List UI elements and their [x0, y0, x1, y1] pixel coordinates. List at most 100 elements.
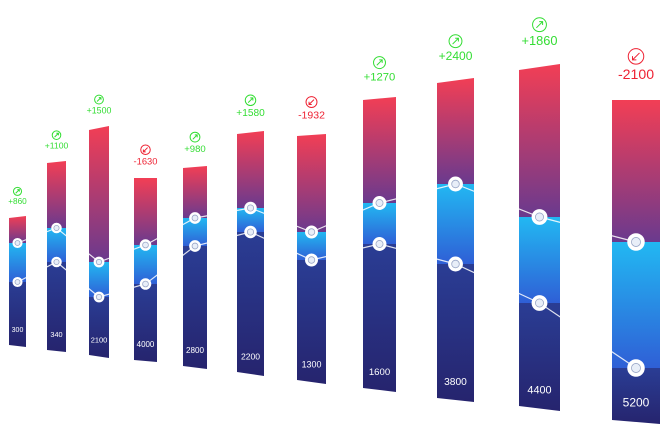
arrow-icon	[373, 56, 386, 70]
arrow-icon	[532, 17, 547, 33]
arrow-icon	[627, 48, 645, 65]
dot-inner	[307, 256, 316, 264]
base-value: 1300	[302, 359, 322, 369]
bar-middle	[9, 243, 26, 282]
bar-bottom	[297, 260, 326, 384]
arrow-icon	[632, 52, 640, 61]
base-value: 4000	[137, 340, 155, 349]
bar-bottom	[437, 264, 474, 402]
arrow-icon	[192, 134, 198, 140]
change-label: +1860	[522, 33, 558, 48]
dot-inner	[142, 241, 149, 249]
dot-inner	[191, 214, 199, 222]
dot-inner	[631, 363, 641, 373]
arrow-icon	[536, 21, 544, 29]
dot-inner	[95, 293, 103, 301]
dot-inner	[191, 242, 199, 250]
dot-inner	[451, 259, 460, 269]
bar-middle	[297, 232, 326, 260]
bar-top	[9, 216, 26, 243]
dot-inner	[14, 240, 21, 246]
arrow-icon	[96, 97, 102, 102]
bar-bottom	[363, 244, 396, 392]
bar-middle	[89, 262, 109, 297]
dot-inner	[307, 228, 316, 236]
bar-middle	[363, 203, 396, 244]
dot-inner	[246, 204, 255, 212]
bar-middle	[437, 184, 474, 264]
bar-bottom	[183, 246, 207, 369]
change-label: +980	[184, 144, 206, 155]
base-value: 340	[50, 330, 62, 339]
change-label: -2100	[618, 66, 654, 82]
bar-bottom	[9, 282, 26, 347]
base-value: 4400	[527, 384, 551, 396]
arrow-icon	[142, 147, 148, 153]
bar-bottom	[612, 368, 660, 424]
arrow-icon	[376, 59, 383, 66]
bar-middle	[47, 228, 66, 262]
dot-inner	[14, 279, 21, 285]
arrow-icon	[51, 130, 62, 140]
change-label: +860	[8, 197, 27, 206]
arrow-icon	[308, 99, 315, 106]
arrow-icon	[244, 94, 257, 107]
bar-top	[47, 161, 66, 228]
bar-top	[612, 100, 660, 242]
change-label: +1500	[87, 105, 112, 115]
bar-top	[89, 126, 109, 262]
bar-middle	[612, 242, 660, 368]
bar-bottom	[89, 297, 109, 358]
dot-inner	[535, 212, 544, 222]
arrow-icon	[15, 189, 20, 194]
bar-top	[183, 166, 207, 218]
bar-bottom	[47, 262, 66, 352]
bar-bottom	[134, 284, 157, 362]
bar-top	[237, 131, 264, 208]
bar-middle	[519, 217, 560, 303]
bar-middle	[183, 218, 207, 246]
arrow-icon	[448, 34, 463, 49]
dot-inner	[375, 240, 384, 248]
arrow-icon	[305, 96, 318, 109]
change-label: -1932	[298, 110, 325, 122]
arrow-icon	[140, 144, 151, 155]
dot-inner	[246, 228, 255, 236]
bar-top	[134, 178, 157, 245]
base-value: 2100	[91, 335, 108, 344]
base-value: 300	[12, 327, 24, 334]
base-value: 1600	[369, 367, 390, 378]
base-value: 2200	[241, 352, 260, 362]
change-label: -1630	[134, 156, 158, 166]
arrow-icon	[189, 131, 201, 143]
arrow-icon	[94, 94, 104, 105]
dot-inner	[631, 237, 641, 247]
bar-bottom	[519, 303, 560, 411]
base-value: 5200	[623, 395, 650, 409]
base-value: 2800	[186, 346, 205, 355]
bar-top	[297, 134, 326, 232]
dot-inner	[535, 298, 544, 308]
bar-middle	[134, 245, 157, 284]
dot-inner	[451, 179, 460, 189]
arrow-icon	[12, 186, 23, 196]
change-label: +2400	[439, 49, 473, 63]
bar-bottom	[237, 232, 264, 376]
dot-inner	[53, 224, 60, 232]
bar-top	[437, 78, 474, 184]
arrow-icon	[452, 37, 459, 45]
dot-inner	[95, 258, 103, 266]
base-value: 3800	[444, 377, 467, 388]
arrow-icon	[247, 97, 254, 103]
arrow-icon	[54, 132, 59, 138]
change-label: +1580	[236, 108, 265, 119]
bar-middle	[237, 208, 264, 232]
dot-inner	[375, 199, 384, 207]
change-label: +1100	[45, 141, 69, 151]
dot-inner	[142, 280, 149, 288]
dot-inner	[53, 258, 60, 266]
change-label: +1270	[364, 71, 396, 83]
bar-top	[519, 64, 560, 217]
bar-top	[363, 97, 396, 203]
